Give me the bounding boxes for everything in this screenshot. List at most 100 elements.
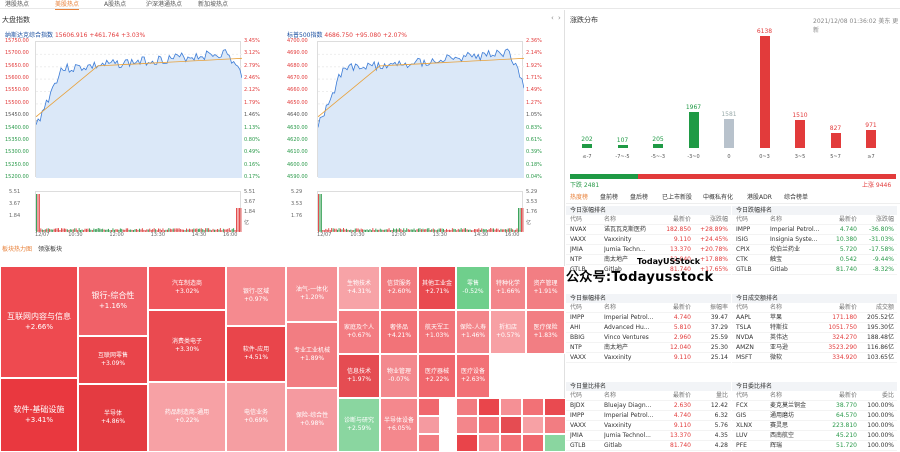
table-row[interactable]: JMIA Jumia Techn... 13.370 +20.78%	[566, 245, 731, 255]
stock-name[interactable]: Vaxxinity	[604, 422, 632, 429]
stock-name[interactable]: 南太地产	[604, 344, 629, 351]
heatmap-cell[interactable]: 信息技术 +1.97%	[338, 354, 380, 398]
stock-code[interactable]: JMIA	[570, 432, 583, 439]
tab-leading-sectors[interactable]: 领涨板块	[38, 246, 63, 253]
heatmap-cell-small[interactable]	[418, 398, 440, 416]
stock-code[interactable]: IMPP	[570, 412, 585, 419]
table-row[interactable]: BJDX Bluejay Diagn... 2.630 12.42	[566, 401, 731, 411]
heatmap-cell-small[interactable]	[500, 398, 522, 416]
stock-code[interactable]: AAPL	[736, 314, 752, 321]
table-row[interactable]: AAPL 苹果 171.180 205.52亿	[732, 313, 897, 323]
stock-name[interactable]: Imperial Petrol...	[604, 412, 654, 419]
stock-code[interactable]: TSLA	[736, 324, 752, 331]
heatmap-cell[interactable]: 医疗设备 +2.63%	[456, 354, 490, 398]
tab-composite[interactable]: 综合榜单	[784, 194, 809, 201]
stock-name[interactable]: Bluejay Diagn...	[604, 402, 652, 409]
heatmap-cell[interactable]: 医疗器械 +2.22%	[418, 354, 456, 398]
heatmap-cell-small[interactable]	[456, 434, 478, 452]
table-row[interactable]: TSLA 特斯拉 1051.750 195.30亿	[732, 323, 897, 333]
heatmap-cell[interactable]: 专业工业机械 +1.89%	[286, 322, 338, 388]
heatmap-cell[interactable]: 折扣店 +0.57%	[490, 310, 526, 354]
heatmap-cell-small[interactable]	[456, 416, 478, 434]
nav-tab-hk[interactable]: 港股热点	[5, 1, 30, 8]
dist-bar[interactable]	[830, 132, 841, 148]
heatmap-cell[interactable]: 保险-综合性 +0.98%	[286, 388, 338, 452]
column-header[interactable]: 成交额	[875, 304, 894, 311]
heatmap-cell[interactable]: 油气-一体化 +1.20%	[286, 266, 338, 322]
column-header[interactable]: 涨跌幅	[709, 216, 728, 223]
heatmap-cell-small[interactable]	[522, 416, 544, 434]
heatmap-cell[interactable]: 奢侈品 +4.21%	[380, 310, 418, 354]
heatmap-cell-small[interactable]	[544, 416, 565, 434]
stock-code[interactable]: VAXX	[570, 236, 587, 243]
stock-name[interactable]: Jumia Technol...	[604, 432, 651, 439]
column-header[interactable]: 名称	[770, 392, 783, 399]
sp500-chart[interactable]: 标普500指数 4686.750 +95.080 +2.07% 4700.00 4…	[287, 30, 552, 238]
nav-tab-sg[interactable]: 新加坡热点	[198, 1, 229, 8]
column-header[interactable]: 量比	[715, 392, 728, 399]
dist-bar[interactable]	[653, 144, 663, 148]
stock-code[interactable]: CTK	[736, 256, 748, 263]
heatmap-cell-small[interactable]	[418, 434, 440, 452]
table-row[interactable]: GTLB Gitlab 81.740 4.28	[566, 441, 731, 451]
column-header[interactable]: 最新价	[672, 392, 691, 399]
stock-code[interactable]: IMPP	[736, 226, 751, 233]
heatmap-cell-small[interactable]	[418, 416, 440, 434]
table-row[interactable]: IMPP Imperial Petrol... 4.740 -36.80%	[732, 225, 897, 235]
dist-bar[interactable]	[688, 112, 699, 148]
stock-code[interactable]: BJDX	[570, 402, 585, 409]
next-arrow-icon[interactable]: ›	[558, 14, 561, 22]
heatmap-cell-small[interactable]	[522, 434, 544, 452]
column-header[interactable]: 涨跌幅	[875, 216, 894, 223]
stock-code[interactable]: FCX	[736, 402, 748, 409]
table-row[interactable]: GIS 通用磨坊 64.570 100.00%	[732, 411, 897, 421]
heatmap-cell-small[interactable]	[478, 434, 500, 452]
column-header[interactable]: 代码	[570, 392, 583, 399]
tab-hk-adr[interactable]: 港股ADR	[747, 194, 772, 201]
tab-heatmap[interactable]: 板块热力图	[2, 246, 33, 253]
column-header[interactable]: 最新价	[672, 304, 691, 311]
table-row[interactable]: PFE 辉瑞 51.720 100.00%	[732, 441, 897, 451]
heatmap-cell[interactable]: 软件-基础设施 +3.41%	[0, 378, 78, 452]
stock-code[interactable]: IMPP	[570, 314, 585, 321]
stock-code[interactable]: MSFT	[736, 354, 752, 361]
table-row[interactable]: IMPP Imperial Petrol... 4.740 6.32	[566, 411, 731, 421]
stock-code[interactable]: PFE	[736, 442, 747, 449]
stock-name[interactable]: 南太地产	[604, 256, 629, 263]
heatmap-cell[interactable]: 零售 -0.52%	[456, 266, 490, 310]
stock-name[interactable]: Gitlab	[604, 266, 622, 273]
stock-code[interactable]: NTP	[570, 344, 582, 351]
heatmap-cell[interactable]: 其他工业金 +2.71%	[418, 266, 456, 310]
heatmap-cell-small[interactable]	[544, 398, 565, 416]
stock-code[interactable]: CPIX	[736, 246, 750, 253]
column-header[interactable]: 代码	[570, 304, 583, 311]
stock-name[interactable]: 苹果	[770, 314, 783, 321]
table-row[interactable]: VAXX Vaxxinity 9.110 25.14	[566, 353, 731, 363]
stock-code[interactable]: AMZN	[736, 344, 754, 351]
tab-afterhours[interactable]: 盘后榜	[630, 194, 649, 201]
table-row[interactable]: VAXX Vaxxinity 9.110 5.76	[566, 421, 731, 431]
column-header[interactable]: 代码	[570, 216, 583, 223]
nasdaq-chart[interactable]: 纳斯达克综合指数 15606.916 +461.764 +3.03% 15750…	[5, 30, 270, 238]
table-row[interactable]: NVAX 诺瓦瓦克斯医药 182.850 +28.89%	[566, 225, 731, 235]
heatmap-cell[interactable]: 资产管理 +1.91%	[526, 266, 565, 310]
heatmap-cell-small[interactable]	[478, 398, 500, 416]
stock-code[interactable]: GTLB	[570, 442, 586, 449]
stock-name[interactable]: Insignia Syste...	[770, 236, 818, 243]
prev-arrow-icon[interactable]: ‹	[551, 14, 554, 22]
table-row[interactable]: XLNX 赛灵思 223.810 100.00%	[732, 421, 897, 431]
dist-bar[interactable]	[724, 119, 734, 148]
stock-code[interactable]: XLNX	[736, 422, 753, 429]
heatmap-cell[interactable]: 医疗保险 +1.83%	[526, 310, 565, 354]
heatmap-cell[interactable]: 电信业务 +0.69%	[226, 382, 286, 452]
stock-name[interactable]: Jumia Techn...	[604, 246, 646, 253]
column-header[interactable]: 代码	[736, 304, 749, 311]
dist-bar[interactable]	[582, 144, 592, 148]
heatmap-cell[interactable]: 半导体设备 +6.05%	[380, 398, 418, 452]
table-row[interactable]: CTK 触宝 0.542 -9.44%	[732, 255, 897, 265]
table-row[interactable]: ISIG Insignia Syste... 10.380 -31.03%	[732, 235, 897, 245]
stock-code[interactable]: NTP	[570, 256, 582, 263]
dist-bar[interactable]	[795, 120, 805, 148]
heatmap-cell-small[interactable]	[544, 434, 565, 452]
heatmap-cell-small[interactable]	[500, 416, 522, 434]
